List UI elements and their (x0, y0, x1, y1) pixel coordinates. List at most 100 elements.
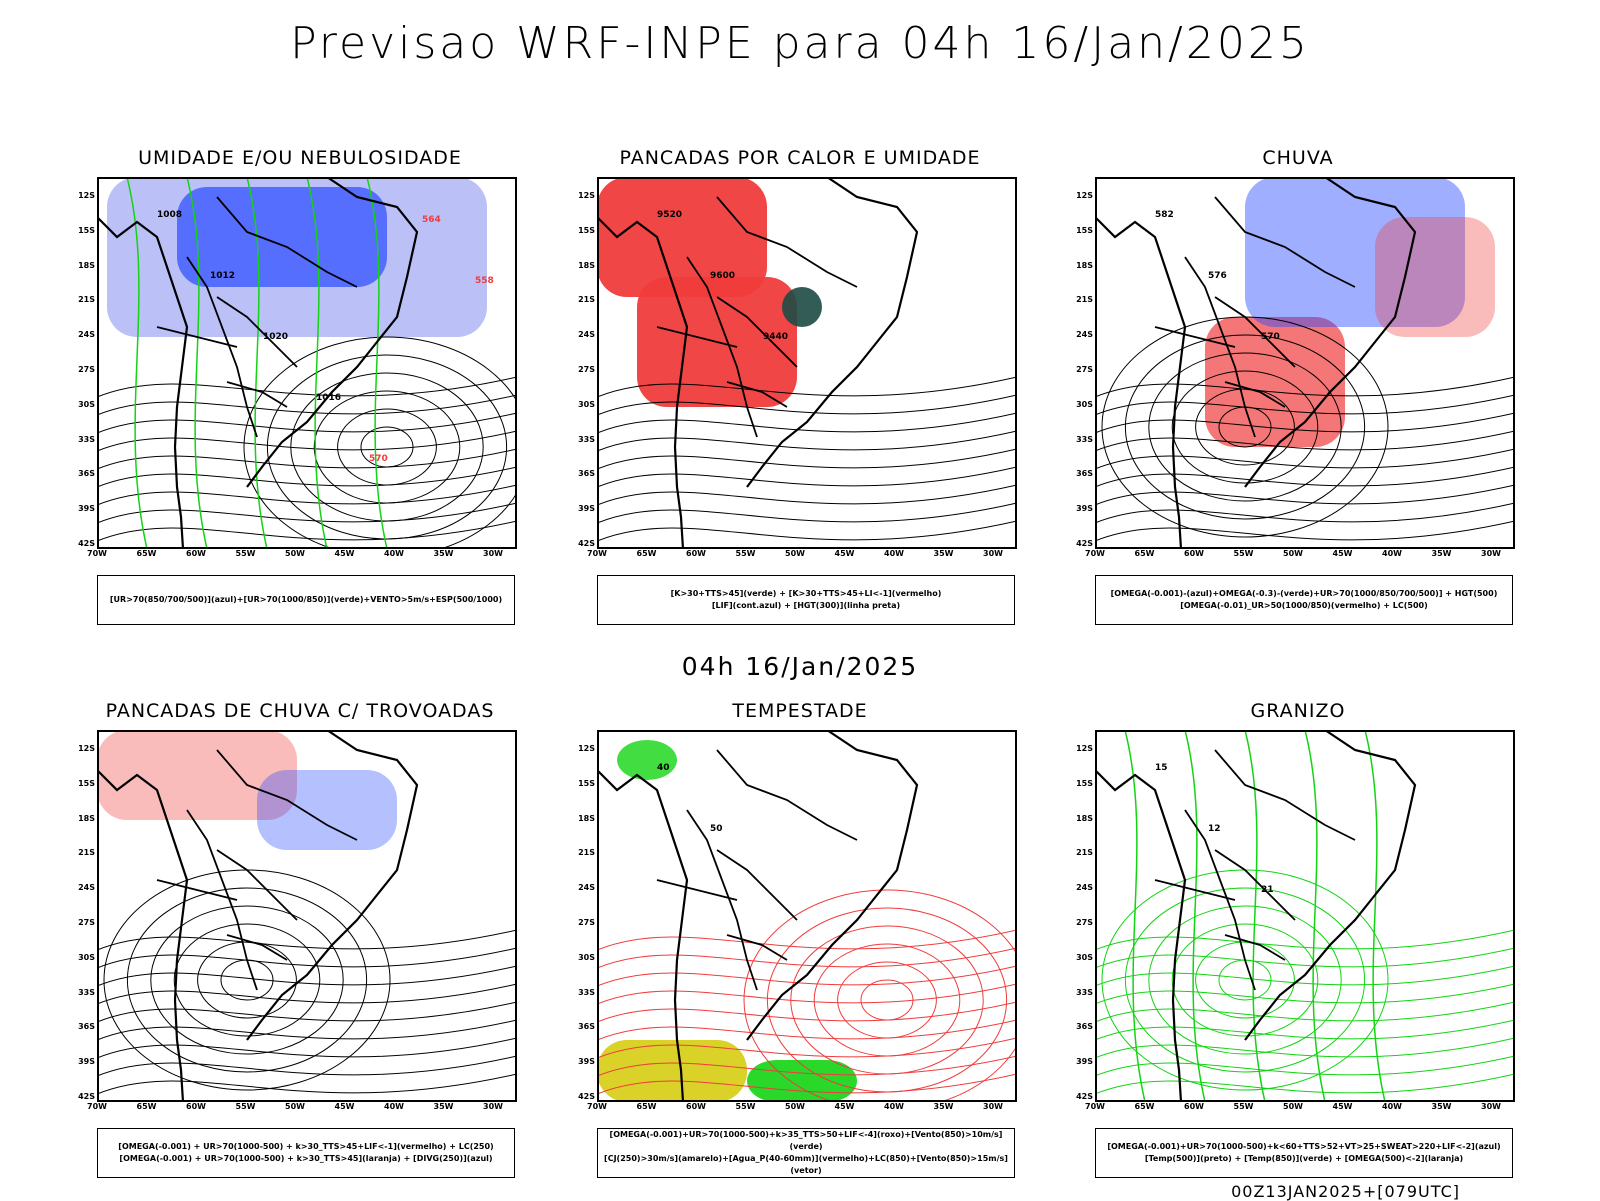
lat-tick-label: 33S (578, 987, 595, 997)
lon-tick-label: 30W (483, 549, 503, 558)
contour-line (597, 983, 1017, 1005)
lon-tick-label: 60W (686, 1102, 706, 1111)
country-border (216, 296, 298, 368)
panel-legend: [OMEGA(-0.001) + UR>70(1000-500) + k>30_… (97, 1128, 515, 1178)
contour-line (97, 1055, 517, 1077)
cyclone-contour (243, 336, 517, 549)
contour-line (97, 520, 517, 542)
lat-tick-label: 24S (578, 330, 595, 340)
run-footer: 00Z13JAN2025+[079UTC] (1231, 1182, 1460, 1201)
country-border (216, 849, 298, 921)
lon-tick-label: 30W (1481, 549, 1501, 558)
contour-line (1095, 1055, 1515, 1077)
coastline (97, 216, 189, 549)
contour-label: 1008 (157, 210, 182, 220)
map-plot: 15 12 21 (1095, 730, 1515, 1102)
legend-line: [OMEGA(-0.001) + UR>70(1000-500) + k>30_… (118, 1142, 494, 1151)
lon-tick-label: 55W (1233, 549, 1254, 558)
contour-line (97, 466, 517, 488)
lon-tick-label: 30W (1481, 1102, 1501, 1111)
lon-tick-label: 65W (636, 549, 657, 558)
contour-line (97, 502, 517, 524)
coastline (746, 730, 919, 1041)
lat-tick-label: 27S (578, 918, 595, 927)
panel-title: PANCADAS DE CHUVA C/ TROVOADAS (105, 700, 495, 722)
map-plot (97, 730, 517, 1102)
map-plot: 40 50 (597, 730, 1017, 1102)
map-plot: 582 576 570 (1095, 177, 1515, 549)
cyclone-contour (1148, 352, 1342, 502)
contour-line (597, 448, 1017, 470)
contour-line (597, 520, 1017, 542)
lat-tick-label: 36S (1076, 1022, 1093, 1032)
lon-tick-label: 35W (1431, 1102, 1452, 1111)
cyclone-contour (1148, 905, 1342, 1055)
cyclone-contour (337, 408, 437, 486)
lon-tick-label: 55W (735, 1102, 756, 1111)
lat-tick-label: 12S (578, 191, 595, 200)
contour-line (97, 376, 517, 398)
cyclone-contour (266, 354, 508, 540)
legend-line: [OMEGA(-0.001)+UR>70(1000-500)+k<60+TTS>… (1107, 1142, 1501, 1151)
lon-tick-label: 65W (1134, 549, 1155, 558)
lat-tick-label: 42S (78, 1092, 95, 1101)
lon-tick-label: 40W (1382, 1102, 1402, 1111)
coastline (597, 769, 689, 1102)
panel-umidade: UMIDADE E/OU NEBULOSIDADE 12S 15S 18S 21S 24S… (60, 147, 540, 625)
lon-tick-label: 50W (785, 549, 805, 558)
contour-label: 570 (1261, 332, 1280, 342)
cyclone-contour (313, 390, 461, 504)
contour-label: 40 (657, 763, 670, 773)
contour-line (1095, 484, 1515, 506)
lon-tick-label: 60W (686, 549, 706, 558)
lon-tick-label: 50W (1283, 1102, 1303, 1111)
lat-tick-label: 33S (1076, 987, 1093, 997)
cyclone-contour (1171, 923, 1319, 1037)
country-border (656, 326, 738, 348)
panel-pancadas-trovoadas: PANCADAS DE CHUVA C/ TROVOADAS 12S 15S 18S 2… (60, 700, 540, 1178)
country-border (1214, 749, 1356, 841)
green-contour (186, 177, 208, 549)
lat-tick-label: 21S (78, 295, 95, 305)
lat-tick-label: 18S (578, 813, 595, 823)
contour-line (97, 965, 517, 987)
contour-line (1095, 1073, 1515, 1095)
lon-tick-label: 30W (483, 1102, 503, 1111)
green-contour (1304, 730, 1326, 1102)
green-contour (1244, 730, 1266, 1102)
field-area (782, 287, 822, 327)
contour-line (597, 965, 1017, 987)
contour-label: 21 (1261, 885, 1274, 895)
green-contour (1184, 730, 1206, 1102)
lat-tick-label: 15S (578, 225, 595, 235)
contour-label: 9440 (763, 332, 788, 342)
lat-tick-label: 42S (1076, 1092, 1093, 1101)
lat-tick-label: 24S (78, 330, 95, 340)
lat-tick-label: 24S (578, 883, 595, 893)
coastline (1095, 769, 1187, 1102)
lat-tick-label: 30S (578, 399, 595, 409)
lat-tick-label: 12S (578, 744, 595, 753)
lat-tick-label: 18S (578, 260, 595, 270)
lat-tick-label: 42S (1076, 539, 1093, 548)
panel-legend: [K>30+TTS>45](verde) + [K>30+TTS>45+LI<-… (597, 575, 1015, 625)
panel-title: UMIDADE E/OU NEBULOSIDADE (138, 147, 462, 169)
lat-tick-label: 30S (78, 399, 95, 409)
cyclone-contour (837, 961, 937, 1039)
lat-tick-label: 21S (578, 295, 595, 305)
field-area (747, 1060, 857, 1102)
lon-tick-label: 70W (1085, 549, 1105, 558)
lon-tick-label: 40W (884, 1102, 904, 1111)
lat-tick-label: 36S (578, 1022, 595, 1032)
legend-line: [OMEGA(-0.001)+UR>70(1000-500)+k>35_TTS>… (609, 1130, 1003, 1151)
green-contour (366, 177, 388, 549)
coastline (1244, 177, 1417, 488)
lat-tick-label: 30S (1076, 399, 1093, 409)
contour-line (597, 502, 1017, 524)
contour-line (97, 947, 517, 969)
country-border (716, 196, 858, 288)
mid-title: 04h 16/Jan/2025 (681, 652, 919, 681)
legend-line: [OMEGA(-0.01)_UR>50(1000/850)(vermelho) … (1180, 601, 1428, 610)
green-contour (1364, 730, 1386, 1102)
map-plot: 9520 9600 9440 (597, 177, 1017, 549)
